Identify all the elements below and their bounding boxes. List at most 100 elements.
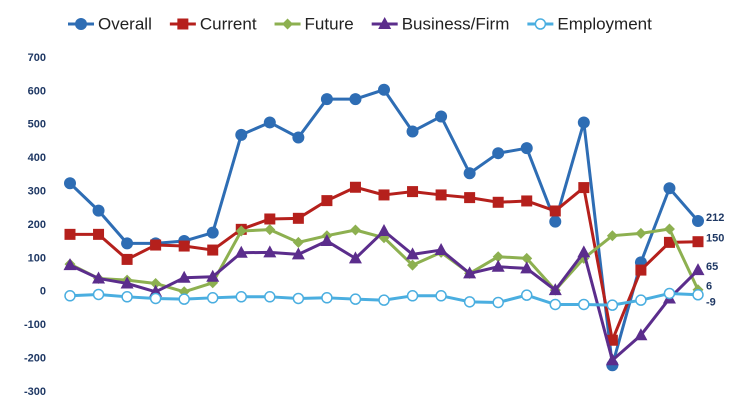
marker [691, 263, 705, 276]
marker [63, 258, 77, 271]
marker [291, 247, 305, 260]
marker [349, 181, 361, 193]
marker [121, 291, 133, 303]
y-tick-label: -100 [24, 319, 46, 331]
legend-label: Overall [98, 14, 152, 33]
data-label: 212 [706, 212, 724, 224]
data-label: 150 [706, 233, 724, 245]
marker [177, 270, 191, 283]
marker [206, 226, 219, 239]
marker [349, 293, 362, 305]
legend-marker [177, 18, 189, 30]
data-label: -9 [706, 297, 716, 309]
y-tick-label: -300 [24, 386, 46, 398]
marker [292, 292, 305, 305]
y-tick-label: 300 [28, 186, 46, 198]
marker [121, 253, 133, 265]
marker [178, 293, 190, 305]
data-label: 65 [706, 261, 718, 273]
series [64, 287, 704, 311]
marker [348, 251, 362, 264]
marker [692, 214, 704, 227]
marker [407, 259, 419, 271]
marker [64, 290, 76, 302]
marker [463, 266, 477, 279]
marker [577, 116, 590, 129]
marker [206, 269, 220, 282]
series [64, 181, 704, 346]
marker [92, 288, 105, 301]
legend-item: Overall [68, 14, 152, 33]
legend-marker [378, 17, 392, 29]
legend-item: Current [169, 14, 257, 33]
marker [378, 83, 390, 96]
marker [549, 215, 562, 228]
marker [178, 240, 190, 252]
marker [92, 204, 105, 217]
data-label: 6 [706, 281, 712, 293]
marker [264, 213, 276, 225]
legend-label: Future [305, 14, 354, 33]
legend-label: Business/Firm [402, 14, 510, 33]
marker [320, 234, 334, 247]
marker [149, 292, 162, 305]
marker [264, 291, 276, 303]
marker [605, 353, 619, 366]
marker [150, 239, 162, 251]
legend-marker [534, 18, 547, 30]
series-line [70, 185, 699, 342]
legend-item: Future [274, 14, 354, 33]
y-tick-label: 100 [28, 252, 46, 264]
marker [235, 128, 248, 141]
marker [463, 167, 476, 180]
y-tick-label: 200 [28, 219, 46, 231]
marker [406, 125, 419, 138]
marker [578, 298, 590, 311]
marker [492, 196, 504, 208]
marker [435, 189, 447, 201]
marker [434, 243, 448, 256]
marker [549, 298, 562, 311]
marker [321, 292, 333, 304]
marker [520, 261, 534, 274]
marker [464, 192, 476, 204]
marker [435, 110, 448, 123]
marker [549, 205, 561, 217]
marker [264, 224, 276, 236]
marker [349, 93, 362, 106]
marker [292, 131, 305, 144]
marker [521, 252, 533, 264]
marker [635, 227, 647, 239]
marker [407, 186, 419, 198]
y-tick-label: 0 [40, 286, 46, 298]
marker [663, 236, 675, 248]
marker [234, 245, 248, 258]
marker [121, 237, 134, 250]
marker [491, 259, 505, 272]
marker [634, 328, 648, 341]
y-tick-label: -200 [24, 353, 46, 365]
marker [635, 264, 647, 276]
marker [235, 225, 247, 237]
series [64, 83, 704, 372]
marker [64, 177, 76, 190]
legend-marker [282, 18, 294, 30]
marker [150, 277, 162, 289]
marker [120, 276, 134, 289]
y-tick-label: 400 [28, 152, 46, 164]
marker [520, 289, 533, 301]
marker [349, 224, 361, 236]
marker [577, 245, 591, 258]
marker [207, 244, 219, 256]
marker [578, 182, 590, 194]
marker [263, 245, 277, 258]
marker [406, 290, 419, 302]
marker [378, 294, 390, 306]
marker [635, 294, 647, 306]
marker [377, 224, 391, 237]
marker [463, 296, 476, 308]
marker [492, 296, 504, 309]
marker [320, 93, 333, 106]
